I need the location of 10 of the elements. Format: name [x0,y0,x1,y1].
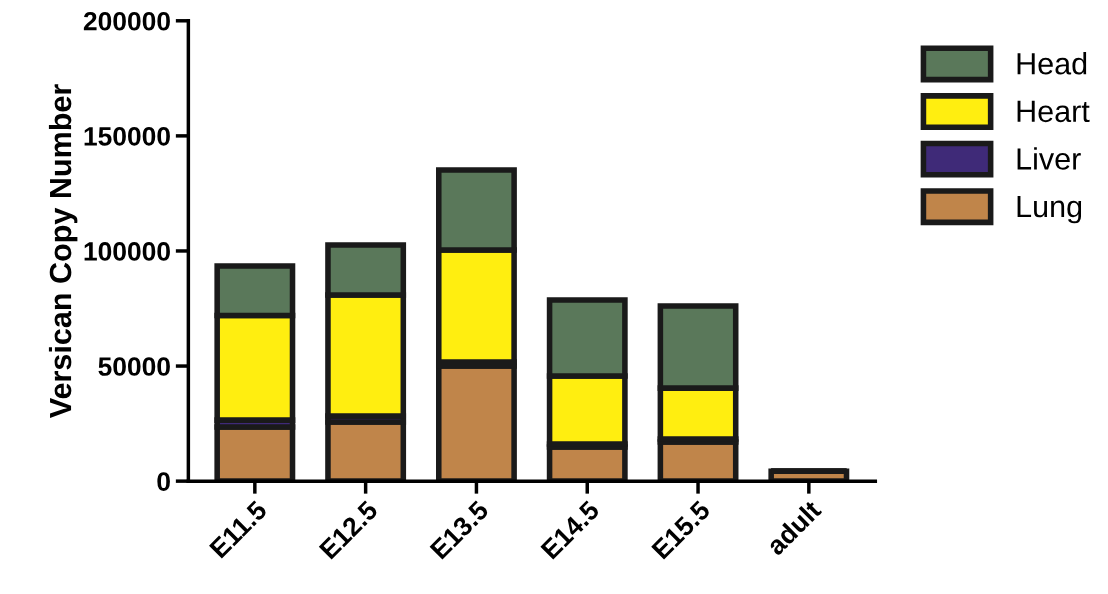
legend-label: Head [1017,52,1087,75]
legend-label: Liver [1017,147,1081,170]
y-tick-label: 0 [157,472,170,491]
y-axis-title: Versican Copy Number [48,84,78,419]
y-tick-label: 50000 [98,357,170,376]
y-tick-label: 100000 [84,242,170,261]
y-tick-label: 150000 [84,127,170,146]
legend-label: Heart [1017,100,1090,123]
legend-label: Lung [1017,196,1082,224]
y-tick-label: 200000 [83,11,170,31]
